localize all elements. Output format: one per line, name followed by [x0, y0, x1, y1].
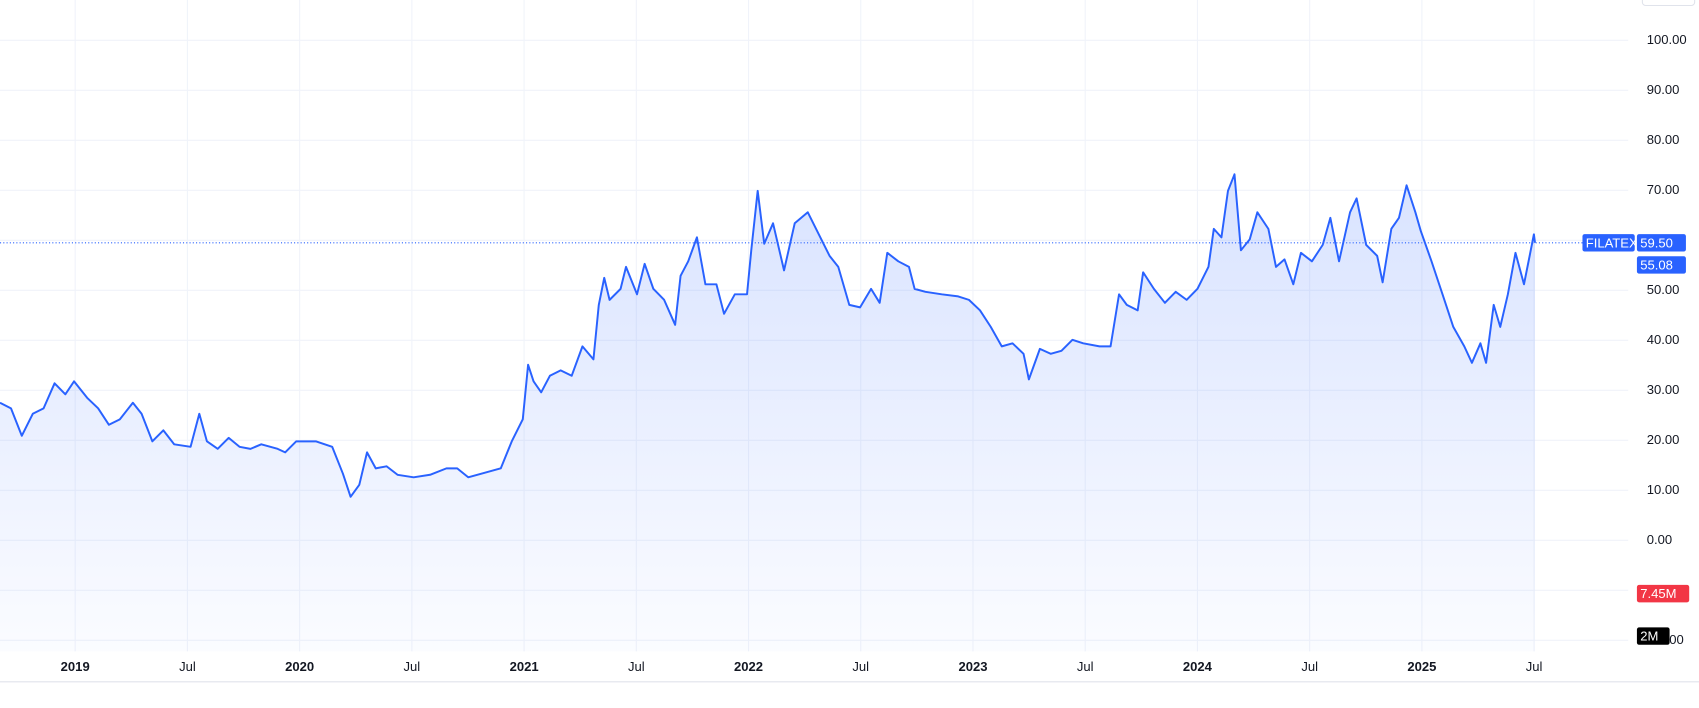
volume-axis-badge-bg — [1636, 627, 1670, 645]
toolbar-button[interactable] — [1641, 0, 1696, 7]
last-price-badge-bg — [1636, 234, 1686, 252]
price-line — [0, 173, 1536, 498]
x-tick-label: Jul — [628, 659, 645, 674]
y-tick-label: 10.00 — [1647, 482, 1680, 497]
y-tick-label: 90.00 — [1647, 82, 1680, 97]
reference-badge: 55.08 — [1640, 257, 1673, 272]
x-tick-label: 2025 — [1407, 659, 1436, 674]
x-tick-label: 2022 — [734, 659, 763, 674]
x-tick-label: 2024 — [1183, 659, 1213, 674]
volume-axis-badge: 2M — [1640, 629, 1658, 644]
last-price-badge: 59.50 — [1640, 235, 1673, 250]
x-tick-label: Jul — [852, 659, 869, 674]
volume-badge-bg — [1636, 584, 1690, 603]
y-tick-label: 40.00 — [1647, 332, 1680, 347]
symbol-badge: FILATEX — [1586, 235, 1638, 250]
y-tick-label: 20.00 — [1647, 432, 1680, 447]
reference-badge-bg — [1636, 256, 1686, 274]
y-tick-label: 80.00 — [1647, 132, 1680, 147]
plot — [0, 173, 1629, 652]
x-tick-label: 2021 — [510, 659, 539, 674]
y-tick-label: 0.00 — [1647, 532, 1672, 547]
y-tick-label: 70.00 — [1647, 182, 1680, 197]
x-tick-label: 2020 — [285, 659, 314, 674]
x-tick-label: Jul — [404, 659, 421, 674]
y-tick-label: 100.00 — [1647, 32, 1687, 47]
x-tick-label: Jul — [1077, 659, 1094, 674]
y-tick-label: 50.00 — [1647, 282, 1680, 297]
x-tick-label: Jul — [1526, 659, 1543, 674]
volume-badge: 7.45M — [1640, 586, 1676, 601]
badges: FILATEX 59.50 55.08 7.45M 2M — [1582, 234, 1690, 645]
area-fill — [0, 174, 1535, 652]
y-tick-label: 30.00 — [1647, 382, 1680, 397]
symbol-badge-bg — [1582, 234, 1635, 252]
x-tick-label: 2023 — [958, 659, 987, 674]
x-tick-label: Jul — [179, 659, 196, 674]
x-tick-label: Jul — [1301, 659, 1318, 674]
x-tick-label: 2019 — [61, 659, 90, 674]
